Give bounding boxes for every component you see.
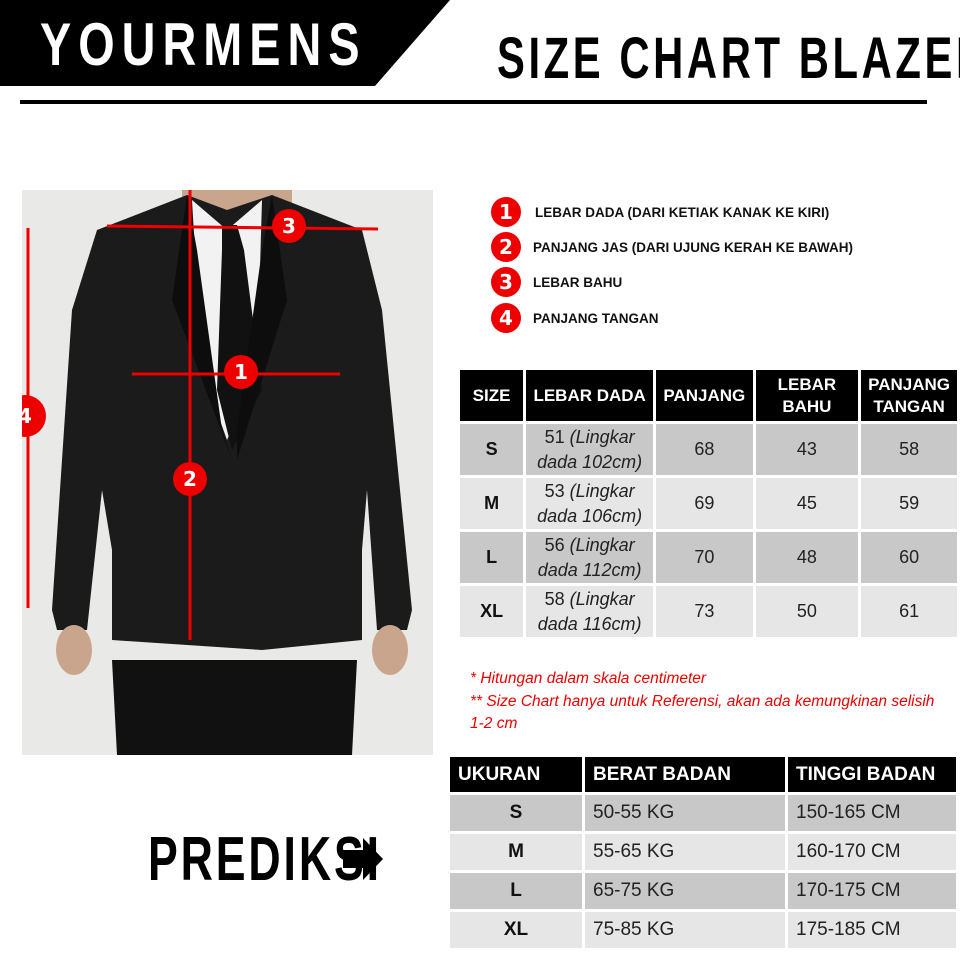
brand-logo: YOURMENS	[40, 11, 367, 78]
chest-note: (Lingkar dada 116cm)	[537, 588, 642, 634]
size-cell: XL	[460, 586, 524, 637]
table-row: XL 75-85 KG 175-185 CM	[450, 912, 956, 948]
chest-value: 53	[544, 480, 565, 501]
chest-note: (Lingkar dada 112cm)	[537, 534, 642, 580]
height-cell: 170-175 CM	[788, 873, 956, 909]
size-cell: M	[460, 478, 524, 529]
legend-label: LEBAR DADA (DARI KETIAK KANAK KE KIRI)	[535, 204, 830, 220]
number-badge: 2	[491, 232, 521, 262]
chest-value: 58	[544, 588, 565, 609]
marker-3: 3	[272, 209, 306, 243]
prediction-label: PREDIKSI	[148, 825, 382, 894]
legend-item: 3 LEBAR BAHU	[491, 267, 623, 297]
column-header: LEBAR BAHU	[755, 370, 859, 421]
chest-cell: 58 (Lingkar dada 116cm)	[526, 586, 654, 637]
divider	[20, 100, 927, 104]
height-cell: 175-185 CM	[788, 912, 956, 948]
height-cell: 150-165 CM	[788, 795, 956, 831]
chest-value: 51	[544, 426, 565, 447]
size-cell: XL	[450, 912, 582, 948]
notes: * Hitungan dalam skala centimeter ** Siz…	[470, 668, 950, 736]
size-cell: S	[450, 795, 582, 831]
chest-cell: 53 (Lingkar dada 106cm)	[526, 478, 654, 529]
chest-cell: 51 (Lingkar dada 102cm)	[526, 424, 654, 475]
note: ** Size Chart hanya untuk Referensi, aka…	[470, 692, 935, 733]
arrow-right-icon	[343, 838, 383, 880]
column-header: PANJANG	[656, 370, 753, 421]
shoulder-cell: 50	[755, 586, 859, 637]
number-badge: 4	[491, 303, 521, 333]
column-header: UKURAN	[450, 757, 582, 792]
legend-label: PANJANG JAS (DARI UJUNG KERAH KE BAWAH)	[533, 239, 854, 255]
chest-note: (Lingkar dada 102cm)	[537, 426, 643, 472]
column-header: LEBAR DADA	[526, 370, 654, 421]
length-cell: 68	[656, 424, 753, 475]
weight-cell: 65-75 KG	[585, 873, 785, 909]
legend-item: 4 PANJANG TANGAN	[491, 303, 659, 333]
legend-label: LEBAR BAHU	[533, 274, 623, 290]
size-cell: M	[450, 834, 582, 870]
legend-item: 1 LEBAR DADA (DARI KETIAK KANAK KE KIRI)	[491, 197, 830, 227]
chest-value: 56	[544, 534, 565, 555]
blazer-illustration	[26, 190, 412, 755]
sleeve-cell: 59	[861, 478, 957, 529]
legend-label: PANJANG TANGAN	[533, 310, 659, 326]
sleeve-cell: 61	[861, 586, 957, 637]
weight-cell: 50-55 KG	[585, 795, 785, 831]
column-header: SIZE	[460, 370, 524, 421]
number-badge: 3	[491, 267, 521, 297]
table-row: XL 58 (Lingkar dada 116cm) 73 50 61	[460, 586, 957, 637]
chest-note: (Lingkar dada 106cm)	[537, 480, 643, 526]
prediction-table: UKURAN BERAT BADAN TINGGI BADAN S 50-55 K…	[447, 754, 959, 951]
length-cell: 69	[656, 478, 753, 529]
shoulder-cell: 48	[755, 532, 859, 583]
number-badge: 1	[491, 197, 521, 227]
chest-cell: 56 (Lingkar dada 112cm)	[526, 532, 654, 583]
shoulder-cell: 45	[755, 478, 859, 529]
legend-item: 2 PANJANG JAS (DARI UJUNG KERAH KE BAWAH)	[491, 232, 854, 262]
column-header: TINGGI BADAN	[788, 757, 956, 792]
size-cell: S	[460, 424, 524, 475]
weight-cell: 55-65 KG	[585, 834, 785, 870]
column-header: BERAT BADAN	[585, 757, 785, 792]
note: * Hitungan dalam skala centimeter	[470, 670, 707, 687]
shoulder-cell: 43	[755, 424, 859, 475]
table-row: L 65-75 KG 170-175 CM	[450, 873, 956, 909]
weight-cell: 75-85 KG	[585, 912, 785, 948]
height-cell: 160-170 CM	[788, 834, 956, 870]
table-row: S 51 (Lingkar dada 102cm) 68 43 58	[460, 424, 957, 475]
page-title: SIZE CHART BLAZER	[497, 26, 960, 91]
column-header: PANJANG TANGAN	[861, 370, 957, 421]
table-row: S 50-55 KG 150-165 CM	[450, 795, 956, 831]
size-cell: L	[460, 532, 524, 583]
table-row: M 53 (Lingkar dada 106cm) 69 45 59	[460, 478, 957, 529]
length-cell: 73	[656, 586, 753, 637]
size-table: SIZE LEBAR DADA PANJANG LEBAR BAHU PANJA…	[457, 367, 960, 640]
table-row: L 56 (Lingkar dada 112cm) 70 48 60	[460, 532, 957, 583]
sleeve-cell: 60	[861, 532, 957, 583]
header-banner	[0, 0, 450, 86]
sleeve-cell: 58	[861, 424, 957, 475]
size-cell: L	[450, 873, 582, 909]
model-photo: 1 2 3 4	[22, 190, 433, 755]
table-row: M 55-65 KG 160-170 CM	[450, 834, 956, 870]
marker-2: 2	[173, 462, 207, 496]
length-cell: 70	[656, 532, 753, 583]
marker-1: 1	[224, 355, 258, 389]
